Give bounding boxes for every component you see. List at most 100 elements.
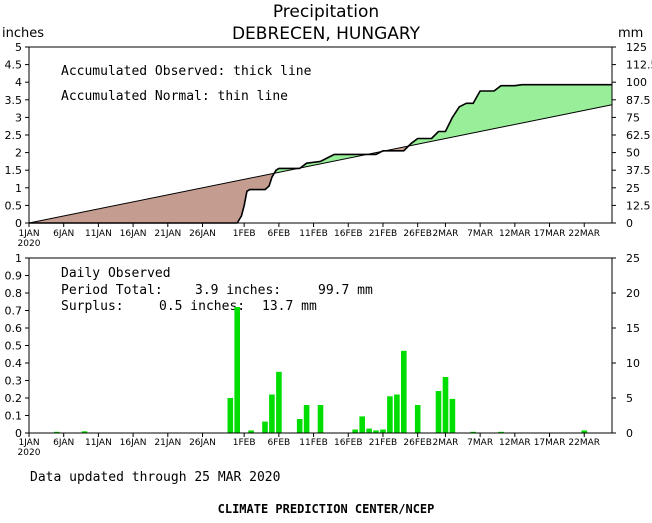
bottom-xtick-label: 26FEB — [403, 438, 432, 448]
summary-period-mm: 99.7 mm — [318, 283, 373, 298]
top-ytick-left-label: 4 — [15, 76, 22, 89]
daily-bar — [415, 405, 421, 433]
daily-bar — [450, 399, 456, 433]
summary-surplus-mm: 13.7 mm — [262, 299, 317, 314]
daily-bar — [318, 405, 324, 433]
bottom-ytick-left-label: 0.1 — [5, 410, 23, 423]
top-ytick-left-label: 0.5 — [5, 199, 23, 212]
bottom-xtick-label: 21FEB — [369, 438, 398, 448]
top-xtick-label: 21JAN — [154, 229, 181, 239]
top-ytick-right-label: 50 — [626, 147, 640, 160]
bottom-xtick-label: 6FEB — [267, 438, 290, 448]
bottom-ytick-left-label: 0.4 — [5, 357, 23, 370]
bottom-xtick-label: 1FEB — [233, 438, 256, 448]
top-xtick-label: 1FEB — [233, 229, 256, 239]
credit-line: CLIMATE PREDICTION CENTER/NCEP — [218, 502, 435, 516]
bottom-xtick-label: 2MAR — [432, 438, 458, 448]
daily-bar — [352, 430, 358, 434]
legend-observed: Accumulated Observed: thick line — [61, 64, 312, 79]
daily-bar — [276, 372, 282, 433]
normal-line — [29, 105, 612, 223]
summary-heading: Daily Observed — [61, 266, 171, 281]
bottom-xtick-label: 16JAN — [120, 438, 147, 448]
daily-bar — [304, 405, 310, 433]
chart-subtitle: DEBRECEN, HUNGARY — [232, 24, 421, 44]
daily-summary: Daily Observed Period Total: 3.9 inches:… — [61, 266, 373, 314]
top-xtick-label: 12MAR — [499, 229, 531, 239]
bottom-xtick-label: 6JAN — [53, 438, 74, 448]
surplus-area — [409, 85, 612, 146]
top-ytick-left-label: 2 — [15, 147, 22, 160]
top-ytick-right-label: 75 — [626, 111, 640, 124]
top-ytick-left-label: 1.5 — [5, 164, 23, 177]
bottom-xtick-label: 22MAR — [568, 438, 600, 448]
bottom-xtick-label: 21JAN — [154, 438, 181, 448]
bottom-xtick-label: 12MAR — [499, 438, 531, 448]
top-xtick-label: 2MAR — [432, 229, 458, 239]
bottom-ytick-left-label: 0.3 — [5, 375, 23, 388]
daily-bar — [401, 351, 407, 433]
bottom-ytick-left-label: 0.9 — [5, 270, 23, 283]
top-xtick-label: 16FEB — [334, 229, 363, 239]
top-xtick-label: 26FEB — [403, 229, 432, 239]
daily-bar — [394, 395, 400, 434]
summary-surplus-inches: 0.5 inches: — [159, 299, 245, 314]
bottom-ytick-left-label: 0.8 — [5, 287, 23, 300]
top-xtick-label: 26JAN — [189, 229, 216, 239]
bottom-xtick-label: 11FEB — [299, 438, 328, 448]
bottom-xtick-label: 17MAR — [534, 438, 566, 448]
top-xtick-year: 2020 — [18, 239, 41, 249]
top-ytick-right-label: 100 — [626, 76, 647, 89]
daily-bar — [443, 377, 449, 433]
daily-bar — [269, 395, 275, 434]
top-ytick-right-label: 112.5 — [626, 59, 652, 72]
top-ytick-left-label: 5 — [15, 41, 22, 54]
bottom-xtick-label: 16FEB — [334, 438, 363, 448]
top-xtick-label: 22MAR — [568, 229, 600, 239]
top-ytick-right-label: 37.5 — [626, 164, 651, 177]
chart-title: Precipitation — [273, 2, 379, 22]
bottom-ytick-right-label: 10 — [626, 357, 640, 370]
top-ytick-left-label: 1 — [15, 182, 22, 195]
top-ytick-left-label: 3.5 — [5, 94, 23, 107]
top-xtick-label: 1JAN — [18, 229, 39, 239]
top-ytick-right-label: 12.5 — [626, 199, 651, 212]
daily-bar — [366, 429, 372, 433]
top-ytick-left-label: 2.5 — [5, 129, 23, 142]
bottom-ytick-left-label: 0.7 — [5, 305, 23, 318]
bottom-xtick-year: 2020 — [18, 448, 41, 458]
bottom-ytick-left-label: 0.2 — [5, 392, 23, 405]
top-ytick-right-label: 125 — [626, 41, 647, 54]
bottom-ytick-right-label: 20 — [626, 287, 640, 300]
daily-bar — [262, 422, 268, 433]
daily-bar — [359, 416, 365, 433]
top-xtick-label: 16JAN — [120, 229, 147, 239]
bottom-ytick-left-label: 1 — [15, 252, 22, 265]
top-xtick-label: 11JAN — [85, 229, 112, 239]
top-ytick-right-label: 0 — [626, 217, 633, 230]
top-xtick-label: 21FEB — [369, 229, 398, 239]
top-xtick-label: 7MAR — [467, 229, 493, 239]
summary-period-inches: 3.9 inches: — [195, 283, 281, 298]
top-xtick-label: 6JAN — [53, 229, 74, 239]
daily-bar — [436, 391, 442, 433]
summary-surplus-label: Surplus: — [61, 299, 124, 314]
daily-bar — [380, 430, 386, 434]
daily-bar — [387, 396, 393, 433]
bottom-xtick-label: 7MAR — [467, 438, 493, 448]
top-legend: Accumulated Observed: thick line Accumul… — [61, 64, 312, 104]
data-updated-note: Data updated through 25 MAR 2020 — [30, 470, 280, 485]
top-ytick-left-label: 4.5 — [5, 59, 23, 72]
bottom-ytick-right-label: 5 — [626, 392, 633, 405]
daily-bar — [228, 398, 234, 433]
bottom-xtick-label: 11JAN — [85, 438, 112, 448]
bottom-xtick-label: 26JAN — [189, 438, 216, 448]
bottom-ytick-left-label: 0.6 — [5, 322, 23, 335]
top-xtick-label: 11FEB — [299, 229, 328, 239]
top-xtick-label: 6FEB — [267, 229, 290, 239]
bottom-ytick-right-label: 25 — [626, 252, 640, 265]
daily-bar — [297, 419, 303, 433]
bottom-ytick-left-label: 0.5 — [5, 340, 23, 353]
top-xtick-label: 17MAR — [534, 229, 566, 239]
